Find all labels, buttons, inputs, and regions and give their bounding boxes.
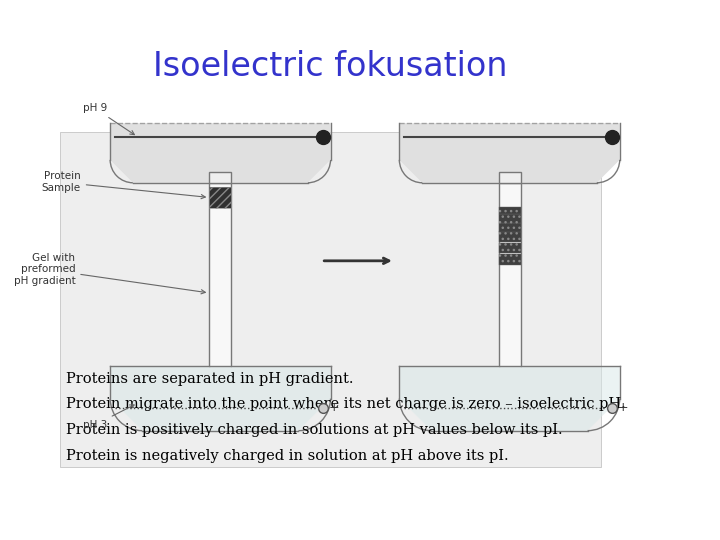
PathPatch shape — [400, 367, 620, 431]
Bar — [498, 231, 521, 241]
Bar — [498, 214, 521, 223]
Bar — [210, 172, 231, 183]
PathPatch shape — [110, 367, 330, 431]
Text: Protein is positively charged in solutions at pH values below its pI.: Protein is positively charged in solutio… — [66, 423, 563, 437]
Text: Isoelectric fokusation: Isoelectric fokusation — [153, 50, 508, 83]
Bar — [498, 231, 521, 241]
Text: pH 9: pH 9 — [83, 103, 135, 134]
Bar — [498, 254, 521, 265]
Bar — [498, 244, 521, 253]
Bar — [498, 254, 521, 265]
Text: Protein is negatively charged in solution at pH above its pI.: Protein is negatively charged in solutio… — [66, 449, 509, 463]
PathPatch shape — [110, 123, 330, 183]
Bar — [498, 223, 521, 232]
Text: Proteins are separated in pH gradient.: Proteins are separated in pH gradient. — [66, 372, 354, 386]
Bar — [60, 132, 601, 468]
Bar — [210, 183, 231, 367]
Text: Gel with
preformed
pH gradient: Gel with preformed pH gradient — [14, 253, 205, 294]
Text: Protein
Sample: Protein Sample — [42, 171, 205, 199]
PathPatch shape — [400, 123, 620, 183]
Text: +: + — [618, 401, 629, 414]
Bar — [498, 172, 521, 183]
Bar — [498, 207, 521, 214]
Text: Protein migrate into the point where its net charge is zero – isoelectric pH.: Protein migrate into the point where its… — [66, 397, 626, 411]
Bar — [210, 187, 231, 207]
Text: pH 3: pH 3 — [83, 405, 134, 430]
Bar — [498, 223, 521, 232]
Bar — [498, 214, 521, 223]
Text: +: + — [328, 401, 339, 414]
Bar — [210, 187, 231, 207]
Bar — [498, 183, 521, 367]
Bar — [498, 244, 521, 253]
Bar — [498, 207, 521, 214]
